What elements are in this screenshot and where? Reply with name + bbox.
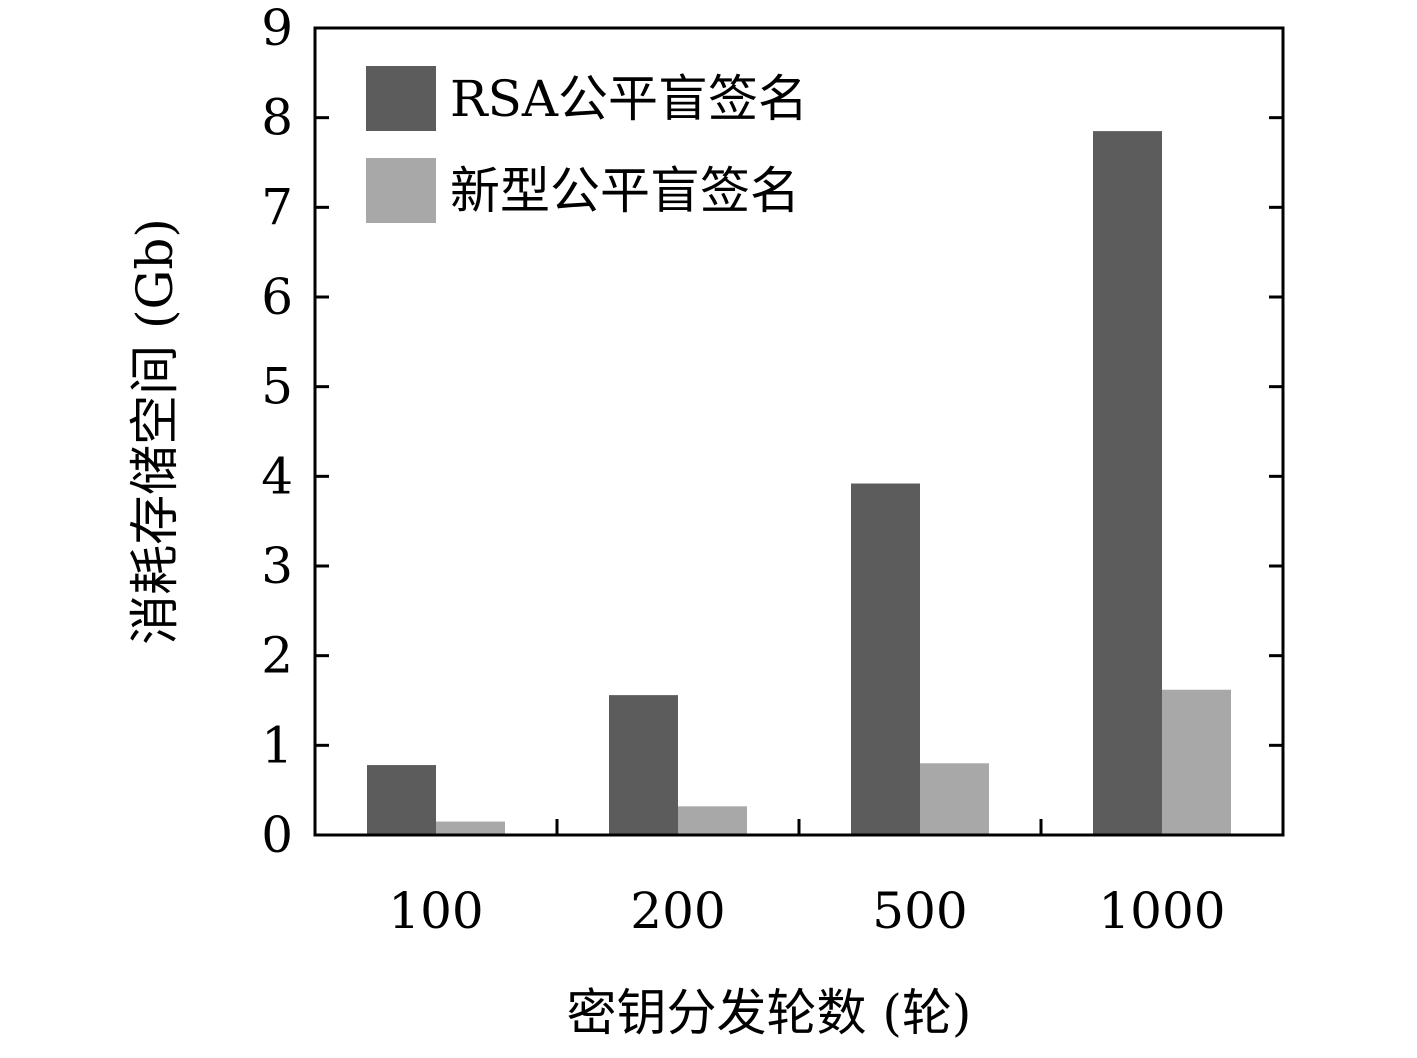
bars-group (367, 131, 1231, 835)
x-axis-title: 密钥分发轮数 (轮) (567, 984, 972, 1042)
x-axis: 100 200 500 1000 (388, 819, 1226, 940)
x-tick-label: 500 (872, 882, 967, 940)
y-tick-label: 0 (261, 806, 293, 864)
y-tick-label: 9 (261, 0, 293, 57)
y-tick-label: 8 (261, 89, 293, 147)
x-tick-label: 100 (388, 882, 483, 940)
bar-new-100 (436, 821, 505, 835)
bar-rsa-500 (851, 483, 920, 835)
x-tick-label: 1000 (1098, 882, 1225, 940)
bar-rsa-100 (367, 765, 436, 835)
y-tick-label: 2 (261, 627, 293, 685)
legend-swatch (366, 158, 436, 223)
y-tick-label: 3 (261, 537, 293, 595)
y-axis-title: 消耗存储空间 (Gb) (126, 218, 184, 645)
bar-new-1000 (1162, 689, 1231, 835)
legend-swatch (366, 66, 436, 131)
y-tick-label: 4 (261, 447, 293, 505)
y-tick-label: 6 (261, 268, 293, 326)
y-tick-label: 5 (261, 358, 293, 416)
y-tick-label: 1 (261, 716, 293, 774)
y-axis: 0 1 2 3 4 5 6 7 8 9 (261, 0, 1283, 864)
bar-rsa-1000 (1093, 131, 1162, 835)
bar-new-200 (678, 806, 747, 835)
legend-label: RSA公平盲签名 (450, 70, 808, 128)
x-tick-label: 200 (630, 882, 725, 940)
legend-label: 新型公平盲签名 (450, 162, 800, 220)
y-tick-label: 7 (261, 178, 293, 236)
bar-rsa-200 (609, 695, 678, 835)
bar-new-500 (920, 763, 989, 835)
